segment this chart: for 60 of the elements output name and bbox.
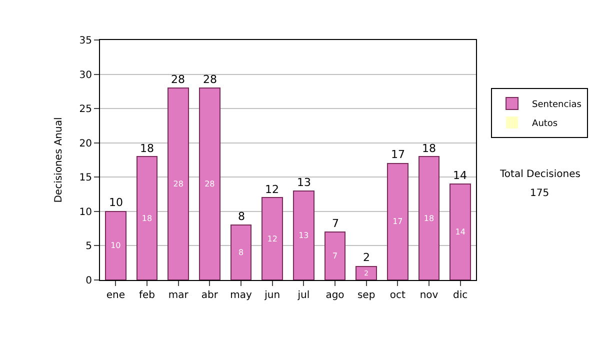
y-tick-label: 0	[86, 276, 92, 286]
data-label: 7	[332, 252, 338, 260]
x-tick-label: nov	[420, 290, 438, 301]
data-label: 8	[238, 248, 244, 258]
bar	[230, 224, 252, 280]
bar	[324, 232, 346, 280]
data-label: 18	[142, 214, 152, 223]
x-tick-label: abr	[201, 290, 219, 301]
bar	[356, 266, 378, 280]
x-tick-label: ago	[326, 290, 344, 301]
x-tick-label: oct	[390, 290, 406, 301]
bar	[292, 190, 314, 280]
y-tick-label: 5	[86, 241, 92, 252]
total-label: 8	[238, 210, 245, 223]
x-tick-label: jun	[264, 290, 280, 301]
data-label: 17	[392, 217, 403, 226]
total-label: 17	[391, 148, 405, 161]
text: 175	[530, 188, 550, 199]
total-label: 18	[422, 142, 436, 155]
data-label: 18	[424, 214, 434, 223]
y-tick-label: 20	[79, 138, 92, 150]
total-label: 28	[203, 73, 217, 86]
y-tick-label: 25	[79, 104, 92, 116]
data-label: 28	[204, 180, 215, 188]
x-tick-label: mar	[168, 290, 190, 301]
total-label: 28	[171, 73, 185, 86]
y-tick-label: 35	[79, 36, 92, 46]
y-tick-label: 15	[79, 172, 92, 184]
bar	[386, 162, 408, 280]
y-tick-label: 30	[79, 70, 92, 81]
x-tick-label: feb	[138, 290, 156, 301]
total-label: 7	[332, 217, 339, 230]
text: Total Decisiones	[499, 169, 580, 180]
total-label: 10	[109, 196, 123, 209]
data-label: 10	[110, 241, 121, 250]
data-label: 12	[267, 234, 278, 244]
legend-label: Autos	[532, 119, 558, 130]
legend-label: Sentencias	[532, 100, 582, 110]
total-label: 13	[297, 176, 311, 189]
bar	[262, 197, 284, 280]
x-tick-label: sep	[357, 290, 376, 301]
bar	[168, 88, 190, 280]
bar	[198, 88, 220, 280]
total-label: 12	[265, 183, 279, 196]
bar	[418, 156, 440, 280]
data-label: 28	[173, 180, 184, 188]
x-tick-label: jul	[296, 290, 310, 301]
bar	[136, 156, 158, 280]
data-label: 14	[455, 228, 466, 236]
data-label: 13	[298, 230, 309, 240]
bar	[104, 210, 126, 280]
x-tick-label: ene	[106, 290, 125, 301]
x-tick-label: dic	[453, 290, 468, 301]
y-axis-title: Decisiones Anual	[53, 117, 64, 203]
total-label: 14	[453, 169, 467, 182]
bar	[450, 184, 472, 280]
total-label: 2	[363, 251, 370, 264]
total-label: 18	[140, 142, 154, 155]
x-tick-label: may	[230, 290, 252, 301]
y-tick-label: 10	[79, 206, 92, 218]
